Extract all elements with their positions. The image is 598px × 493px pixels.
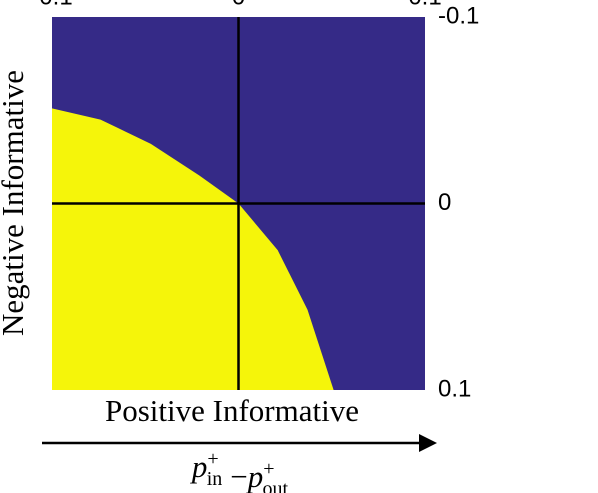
formula-sup: + (263, 458, 274, 480)
y-tick-label: 0.1 (438, 375, 471, 402)
y-axis-label: Negative Informative (0, 70, 30, 336)
formula-sup: + (207, 448, 218, 470)
y-tick-label: 0 (438, 189, 451, 216)
arrow-head (419, 434, 437, 452)
x-tick-label: 0.1 (408, 0, 441, 10)
formula-sub: in (207, 468, 223, 490)
x-tick-label: -0.1 (31, 0, 72, 10)
region (52, 108, 334, 390)
formula-base: p (246, 459, 264, 493)
y-tick-label: -0.1 (438, 2, 479, 29)
x-axis-label: Positive Informative (105, 393, 359, 428)
formula-operator: − (230, 459, 247, 493)
x-tick-label: 0 (232, 0, 245, 10)
formula-base: p (190, 449, 208, 484)
x-axis-formula: p+ in −p+ out (190, 448, 289, 493)
formula-sub: out (263, 478, 289, 493)
